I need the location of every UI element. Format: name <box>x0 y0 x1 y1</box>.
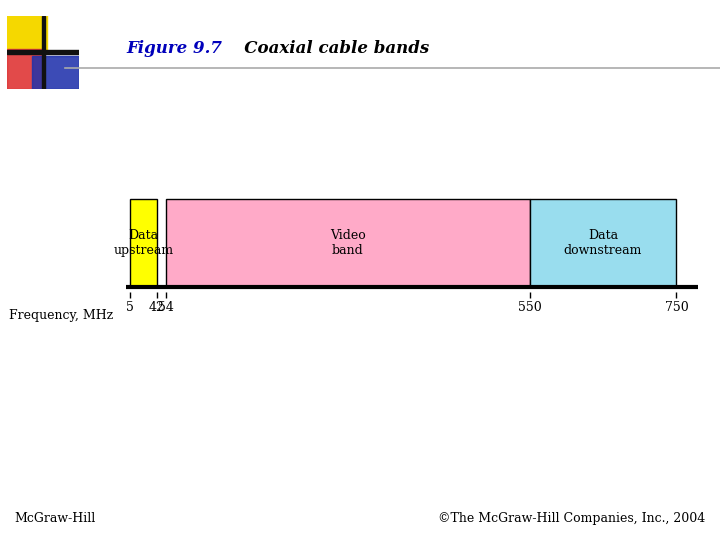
Text: Frequency, MHz: Frequency, MHz <box>9 309 113 322</box>
Bar <box>7 49 43 89</box>
Text: Data
upstream: Data upstream <box>113 229 174 257</box>
Bar <box>42 16 45 89</box>
Text: Video
band: Video band <box>330 229 366 257</box>
Bar <box>32 56 79 89</box>
Text: Data
downstream: Data downstream <box>564 229 642 257</box>
Text: Coaxial cable bands: Coaxial cable bands <box>227 40 429 57</box>
Text: ©The McGraw-Hill Companies, Inc., 2004: ©The McGraw-Hill Companies, Inc., 2004 <box>438 512 706 525</box>
Bar <box>7 50 83 54</box>
Text: McGraw-Hill: McGraw-Hill <box>14 512 96 525</box>
Bar <box>530 199 676 287</box>
Bar <box>7 12 47 53</box>
Bar <box>32 56 79 89</box>
Text: Figure 9.7: Figure 9.7 <box>126 40 222 57</box>
Bar <box>130 199 157 287</box>
Bar <box>7 49 43 89</box>
Bar <box>166 199 530 287</box>
